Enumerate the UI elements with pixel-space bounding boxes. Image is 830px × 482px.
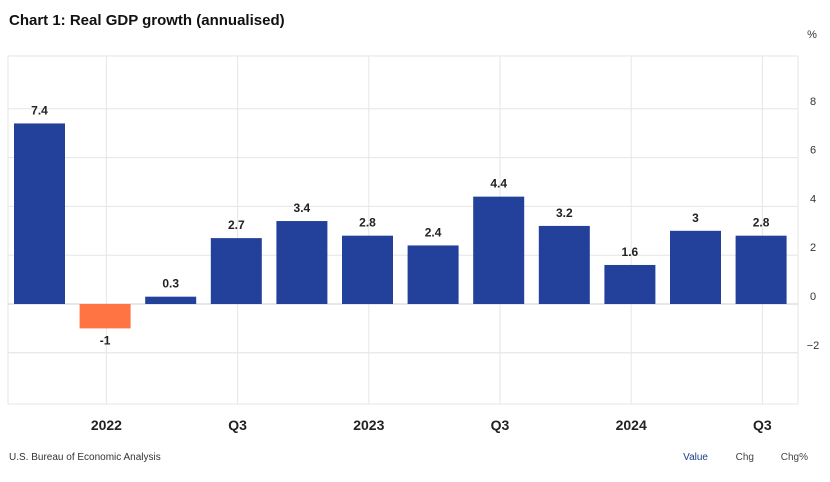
y-tick-label: −2	[807, 340, 820, 352]
bar[interactable]	[210, 238, 262, 304]
bar[interactable]	[145, 296, 197, 304]
tab-value[interactable]: Value	[683, 452, 708, 463]
bar[interactable]	[342, 235, 393, 304]
y-tick-label: 2	[810, 242, 816, 254]
tab-chg[interactable]: Chg	[735, 452, 754, 463]
bar[interactable]	[670, 230, 721, 304]
x-tick-label: Q3	[753, 417, 772, 433]
data-label: 4.4	[490, 177, 507, 191]
y-unit-label: %	[807, 29, 817, 41]
x-tick-label: 2024	[616, 417, 647, 433]
bar[interactable]	[79, 304, 131, 329]
bar[interactable]	[604, 264, 656, 304]
y-tick-label: 8	[810, 96, 816, 108]
bar-series	[14, 123, 787, 329]
bar[interactable]	[735, 235, 787, 304]
y-tick-label: 6	[810, 145, 816, 157]
tab-chg-percent[interactable]: Chg%	[780, 452, 808, 463]
x-axis: 2022 Q3 2023 Q3 2024 Q3	[91, 417, 772, 433]
chart-title: Chart 1: Real GDP growth (annualised)	[9, 12, 285, 29]
x-tick-label: 2023	[353, 417, 384, 433]
data-label: 2.4	[425, 225, 442, 239]
data-label: 3.2	[556, 206, 573, 220]
data-label: 0.3	[162, 277, 179, 291]
plot-frame	[7, 55, 799, 405]
data-label: -1	[100, 333, 111, 347]
x-tick-label: 2022	[91, 417, 122, 433]
data-label: 2.7	[228, 218, 245, 232]
bar[interactable]	[14, 123, 65, 304]
view-tabs: Value Chg Chg%	[658, 452, 808, 463]
data-label: 7.4	[31, 103, 48, 117]
data-label: 3	[692, 211, 699, 225]
data-label: 1.6	[622, 245, 639, 259]
x-tick-label: Q3	[491, 417, 510, 433]
bar[interactable]	[276, 221, 328, 304]
x-tick-label: Q3	[228, 417, 247, 433]
bar[interactable]	[407, 245, 459, 304]
bar[interactable]	[473, 196, 525, 304]
source-note: U.S. Bureau of Economic Analysis	[9, 452, 161, 463]
data-label: 2.8	[753, 216, 770, 230]
y-axis: 8 6 4 2 0 −2%	[807, 29, 820, 352]
data-label: 3.4	[294, 201, 311, 215]
y-tick-label: 0	[810, 291, 816, 303]
y-tick-label: 4	[810, 193, 816, 205]
data-label: 2.8	[359, 216, 376, 230]
bar[interactable]	[538, 225, 590, 304]
data-labels: 7.4 -1 0.3 2.7 3.4 2.8 2.4 4.4 3.2 1.6 3 2.8	[31, 103, 770, 347]
grid-lines	[7, 55, 799, 405]
